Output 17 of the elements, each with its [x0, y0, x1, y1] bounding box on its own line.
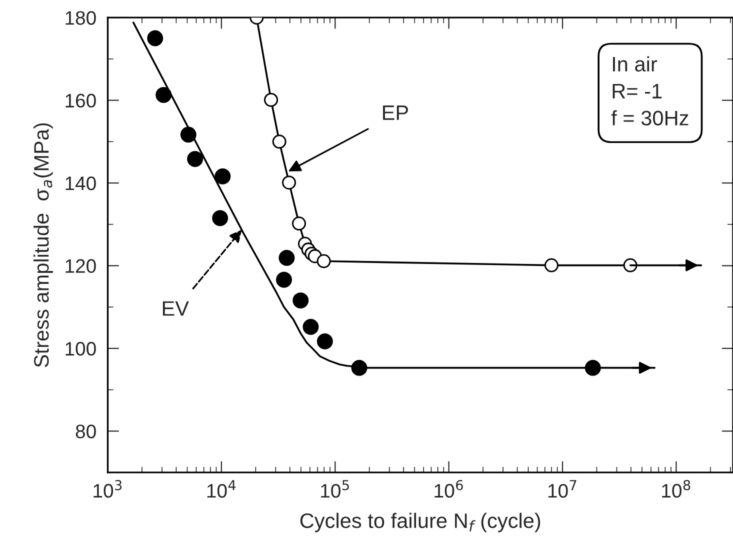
y-tick-label: 120	[66, 259, 96, 273]
y-tick-label: 180	[66, 11, 96, 25]
x-tick-label: 10$^{7}$	[548, 480, 576, 498]
x-axis-title: Cycles to failure N$_{f}$ (cycle)	[300, 512, 540, 532]
x-tick-label: 10$^{8}$	[662, 480, 690, 498]
y-axis-title: Stress amplitude σ$_{a}$(MPa)	[34, 123, 53, 368]
x-tick-label: 10$^{6}$	[434, 480, 463, 498]
x-tick-label: 10$^{3}$	[94, 480, 122, 498]
y-tick-label: 80	[76, 424, 96, 438]
annotation: EV	[162, 301, 189, 316]
x-tick-label: 10$^{5}$	[321, 480, 349, 498]
annotation: EP	[383, 106, 408, 120]
y-tick-label: 160	[66, 94, 96, 108]
y-tick-label: 140	[66, 176, 96, 190]
x-tick-label: 10$^{4}$	[207, 480, 236, 498]
annotation: In air R= -1 f = 30Hz	[611, 56, 688, 126]
y-tick-label: 100	[66, 342, 96, 356]
